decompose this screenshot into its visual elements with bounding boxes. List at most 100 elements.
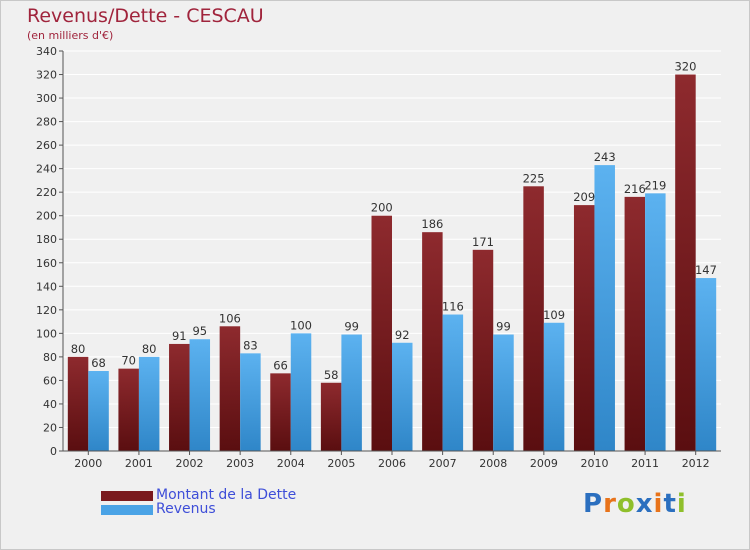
y-tick-label: 40 [43, 398, 57, 411]
x-tick-label: 2002 [176, 457, 204, 470]
y-tick-label: 220 [36, 186, 57, 199]
y-tick-label: 160 [36, 257, 57, 270]
bar-dette [472, 249, 494, 451]
data-label-revenus: 243 [594, 150, 616, 164]
bar-revenus [493, 334, 514, 451]
data-label-dette: 200 [371, 201, 393, 215]
y-tick-label: 200 [36, 210, 57, 223]
bar-revenus [695, 278, 717, 451]
data-label-revenus: 109 [543, 308, 565, 322]
logo-letter: o [616, 489, 636, 519]
bar-dette [624, 196, 646, 451]
bar-dette [169, 343, 190, 451]
bar-dette [371, 215, 392, 451]
data-label-revenus: 219 [644, 178, 666, 192]
logo-letter: x [635, 489, 654, 519]
bar-revenus [290, 333, 312, 451]
data-label-dette: 106 [219, 311, 241, 325]
bar-dette [320, 382, 342, 451]
x-tick-label: 2006 [378, 457, 406, 470]
chart-title: Revenus/Dette - CESCAU [27, 5, 264, 27]
data-label-revenus: 95 [192, 324, 207, 338]
bar-revenus [189, 339, 211, 451]
axis-layer: 0 20 40 60 80 100 120 140 160 180 200 220 240 260 280 3… [36, 45, 721, 470]
legend-swatch-revenus [101, 505, 153, 515]
y-tick-label: 260 [36, 139, 57, 152]
data-label-revenus: 147 [695, 263, 717, 277]
data-label-revenus: 100 [290, 318, 312, 332]
x-tick-label: 2008 [479, 457, 507, 470]
bar-revenus [645, 193, 666, 451]
x-tick-label: 2005 [327, 457, 355, 470]
x-tick-label: 2007 [429, 457, 457, 470]
data-label-revenus: 99 [496, 320, 511, 334]
legend-swatch-dette [101, 491, 153, 501]
y-tick-label: 300 [36, 92, 57, 105]
logo-letter: P [583, 489, 604, 519]
bars-layer [67, 74, 717, 451]
data-label-revenus: 68 [91, 356, 106, 370]
x-tick-label: 2010 [580, 457, 608, 470]
bar-revenus [88, 371, 109, 451]
chart-subtitle: (en milliers d'€) [27, 29, 114, 42]
y-tick-label: 0 [50, 445, 57, 458]
legend-label-dette: Montant de la Dette [156, 487, 297, 503]
bar-dette [523, 186, 544, 451]
bar-dette [118, 368, 139, 451]
bar-dette [573, 205, 595, 451]
x-tick-label: 2009 [530, 457, 558, 470]
data-label-dette: 70 [121, 354, 136, 368]
data-label-revenus: 99 [344, 320, 359, 334]
bar-revenus [138, 356, 160, 451]
data-label-dette: 171 [472, 235, 494, 249]
data-label-dette: 66 [273, 358, 288, 372]
data-label-dette: 225 [523, 171, 545, 185]
data-label-revenus: 116 [442, 300, 464, 314]
y-tick-label: 120 [36, 304, 57, 317]
x-tick-label: 2004 [277, 457, 305, 470]
data-label-dette: 209 [573, 190, 595, 204]
y-tick-label: 180 [36, 233, 57, 246]
bar-dette [675, 74, 696, 451]
x-tick-label: 2011 [631, 457, 659, 470]
logo-letter: r [603, 489, 617, 519]
y-tick-label: 140 [36, 280, 57, 293]
bar-dette [219, 326, 241, 451]
data-label-dette: 80 [71, 342, 86, 356]
bar-revenus [543, 322, 565, 451]
data-label-revenus: 83 [243, 338, 258, 352]
y-tick-label: 80 [43, 351, 57, 364]
bar-revenus [341, 334, 362, 451]
y-tick-label: 100 [36, 327, 57, 340]
data-label-revenus: 80 [142, 342, 157, 356]
x-tick-label: 2012 [682, 457, 710, 470]
y-tick-label: 280 [36, 116, 57, 129]
bar-dette [270, 373, 291, 451]
bar-revenus [392, 342, 413, 451]
proxiti-logo: Proxiti [583, 489, 687, 519]
logo-letter: i [676, 489, 687, 519]
y-tick-label: 320 [36, 69, 57, 82]
bar-dette [67, 356, 89, 451]
x-tick-label: 2003 [226, 457, 254, 470]
y-tick-label: 20 [43, 421, 57, 434]
data-label-dette: 58 [324, 368, 339, 382]
data-label-dette: 91 [172, 329, 187, 343]
logo-letter: t [663, 489, 677, 519]
y-tick-label: 340 [36, 45, 57, 58]
bar-revenus [594, 165, 615, 451]
data-label-dette: 320 [674, 60, 696, 74]
y-tick-label: 240 [36, 163, 57, 176]
bar-revenus [240, 353, 261, 451]
x-tick-label: 2000 [74, 457, 102, 470]
logo-letter: i [653, 489, 664, 519]
bar-dette [422, 232, 443, 451]
data-label-dette: 216 [624, 182, 646, 196]
legend-label-revenus: Revenus [156, 501, 216, 517]
data-label-dette: 186 [421, 217, 443, 231]
x-tick-label: 2001 [125, 457, 153, 470]
bar-revenus [442, 314, 464, 451]
